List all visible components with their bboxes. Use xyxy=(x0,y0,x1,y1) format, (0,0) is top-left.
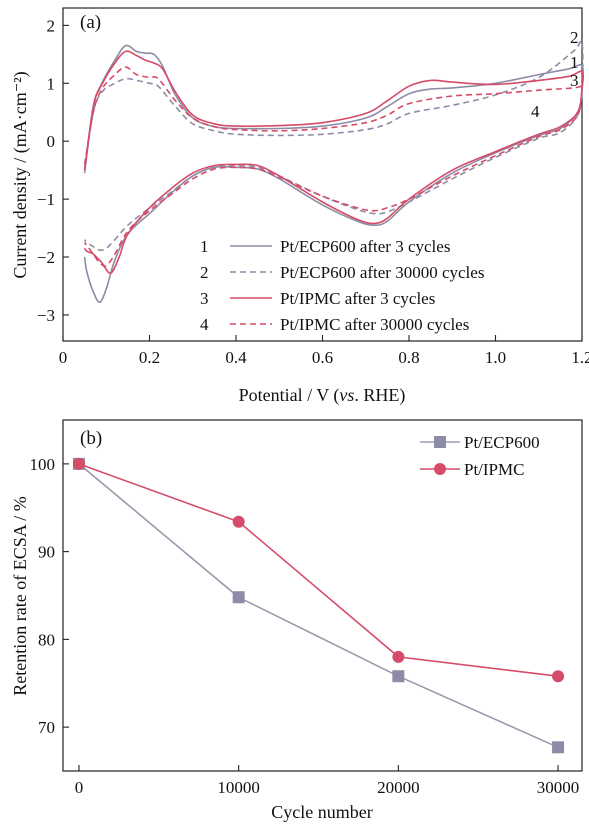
panel-b-ticks: 0 10000 20000 30000 70 80 90 100 xyxy=(30,455,580,797)
legend-number: 1 xyxy=(200,237,209,256)
data-point-circle xyxy=(392,650,405,663)
legend-label: Pt/ECP600 xyxy=(464,433,540,452)
x-tick-label: 1.0 xyxy=(485,348,506,367)
data-point-square xyxy=(392,670,405,683)
legend-entry-1: 1 Pt/ECP600 after 3 cycles xyxy=(200,237,450,256)
curve-number-label: 3 xyxy=(570,71,579,90)
curve-number-label: 2 xyxy=(570,28,579,47)
y-tick-label: 70 xyxy=(38,718,55,737)
data-point-square xyxy=(552,741,565,754)
legend-label: Pt/IPMC xyxy=(464,460,524,479)
y-tick-label: 90 xyxy=(38,543,55,562)
legend-entry-pt-ipmc: Pt/IPMC xyxy=(420,460,524,479)
x-tick-label: 0.6 xyxy=(312,348,333,367)
series-line xyxy=(78,463,559,749)
x-tick-label: 0.8 xyxy=(398,348,419,367)
series-line xyxy=(78,463,559,677)
panel-a-legend: 1 Pt/ECP600 after 3 cycles 2 Pt/ECP600 a… xyxy=(200,237,484,334)
y-tick-label: 80 xyxy=(38,630,55,649)
curve-number-label: 4 xyxy=(531,102,540,121)
legend-entry-pt-ecp600: Pt/ECP600 xyxy=(420,433,540,452)
panel-b-legend: Pt/ECP600 Pt/IPMC xyxy=(420,433,540,479)
legend-number: 3 xyxy=(200,289,209,308)
legend-marker-square xyxy=(434,436,446,448)
data-point-circle xyxy=(72,457,85,470)
x-tick-label: 0.4 xyxy=(225,348,247,367)
legend-label: Pt/ECP600 after 30000 cycles xyxy=(280,263,484,282)
panel-b-label: (b) xyxy=(80,428,102,449)
x-tick-label: 10000 xyxy=(217,778,260,797)
panel-a-cv-chart: (a) 0 0.2 0.4 0.6 0.8 1.0 1.2 −3 −2 −1 0 1 2 2 1 3 4… xyxy=(10,7,589,406)
data-point-square xyxy=(232,591,245,604)
y-tick-label: 100 xyxy=(30,455,56,474)
y-tick-label: 2 xyxy=(47,16,56,35)
series-pt-ecp600 xyxy=(72,457,565,754)
x-tick-label: 30000 xyxy=(537,778,580,797)
legend-label: Pt/ECP600 after 3 cycles xyxy=(280,237,450,256)
panel-b-plot-frame xyxy=(62,419,583,772)
y-tick-label: 1 xyxy=(47,74,56,93)
y-tick-label: −1 xyxy=(37,190,55,209)
x-tick-label: 0 xyxy=(59,348,68,367)
legend-entry-3: 3 Pt/IPMC after 3 cycles xyxy=(200,289,435,308)
y-tick-label: 0 xyxy=(47,132,56,151)
panel-a-x-axis-label: Potential / V (vs. RHE) xyxy=(239,385,406,406)
cv-curve-4 xyxy=(83,66,584,267)
data-point-circle xyxy=(552,670,565,683)
legend-entry-2: 2 Pt/ECP600 after 30000 cycles xyxy=(200,263,484,282)
curve-number-label: 1 xyxy=(570,53,579,72)
y-tick-label: −3 xyxy=(37,306,55,325)
x-tick-label: 1.2 xyxy=(571,348,589,367)
y-tick-label: −2 xyxy=(37,248,55,267)
panel-b-x-axis-label: Cycle number xyxy=(271,802,372,822)
cv-curve-2 xyxy=(83,39,584,251)
series-pt-ipmc xyxy=(72,457,565,683)
panel-b-series xyxy=(72,457,565,754)
panel-a-ticks: 0 0.2 0.4 0.6 0.8 1.0 1.2 −3 −2 −1 0 1 2 xyxy=(37,16,589,367)
data-point-circle xyxy=(232,515,245,528)
panel-a-curves xyxy=(83,39,584,303)
panel-b-ecsa-chart: (b) 0 10000 20000 30000 70 80 90 100 Pt/ECP600 … xyxy=(10,419,583,822)
legend-label: Pt/IPMC after 3 cycles xyxy=(280,289,435,308)
legend-number: 4 xyxy=(200,315,209,334)
panel-a-curve-numbers: 2 1 3 4 xyxy=(531,28,579,121)
panel-b-y-axis-label: Retention rate of ECSA / % xyxy=(10,496,30,695)
x-tick-label: 0.2 xyxy=(139,348,160,367)
legend-label: Pt/IPMC after 30000 cycles xyxy=(280,315,469,334)
x-tick-label: 0 xyxy=(75,778,84,797)
panel-a-y-axis-label: Current density / (mA·cm⁻²) xyxy=(10,71,31,278)
legend-number: 2 xyxy=(200,263,209,282)
legend-marker-circle xyxy=(434,463,446,475)
legend-entry-4: 4 Pt/IPMC after 30000 cycles xyxy=(200,315,469,334)
x-tick-label: 20000 xyxy=(377,778,420,797)
panel-a-label: (a) xyxy=(80,12,101,33)
